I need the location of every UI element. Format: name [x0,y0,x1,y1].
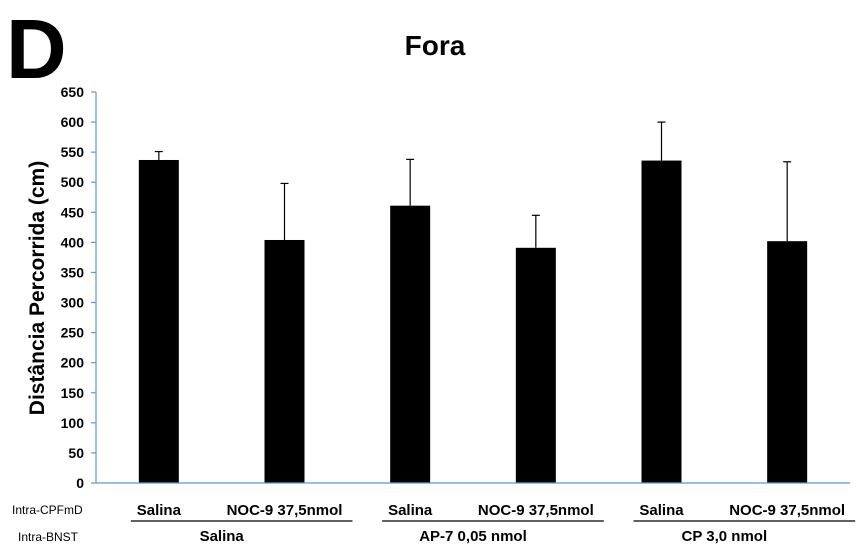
y-tick-label: 50 [68,445,84,461]
row-label-cpfmd: Intra-CPFmD [12,503,83,517]
panel-letter: D [6,2,67,96]
bar [390,205,431,483]
bars [138,159,808,483]
x-category-label: Salina [388,502,433,519]
y-axis-ticks: 0 50 100 150 200 250 300 350 400 450 500 550 600 650 [61,84,96,491]
x-category-label: Salina [639,502,684,519]
y-tick-label: 450 [61,204,85,220]
y-tick-label: 300 [61,295,85,311]
error-bars [154,121,792,248]
x-category-label: NOC-9 37,5nmol [729,502,845,519]
y-tick-label: 100 [61,415,85,431]
y-tick-label: 250 [61,325,85,341]
y-tick-label: 500 [61,174,85,190]
y-tick-label: 650 [61,84,85,100]
bar [767,241,808,483]
x-category-label: NOC-9 37,5nmol [227,502,343,519]
y-tick-label: 150 [61,385,85,401]
bar [641,160,682,483]
x-category-label: Salina [137,502,182,519]
group-label: Salina [200,528,245,545]
y-tick-label: 200 [61,355,85,371]
bar [264,239,305,483]
y-axis-label: Distância Percorrida (cm) [26,161,49,415]
group-label: CP 3,0 nmol [682,528,768,545]
x-category-label: NOC-9 37,5nmol [478,502,594,519]
y-tick-label: 550 [61,144,85,160]
x-category-labels: Salina NOC-9 37,5nmol Salina NOC-9 37,5nmol… [137,502,845,519]
y-tick-label: 400 [61,234,85,250]
row-label-bnst: Intra-BNST [18,530,79,544]
chart-title: Fora [405,30,466,61]
group-labels: Salina AP-7 0,05 nmol CP 3,0 nmol [200,528,768,545]
y-tick-label: 0 [76,475,84,491]
y-tick-label: 350 [61,264,85,280]
bar [138,159,179,483]
y-tick-label: 600 [61,114,85,130]
group-label: AP-7 0,05 nmol [419,528,527,545]
bar [515,247,556,483]
